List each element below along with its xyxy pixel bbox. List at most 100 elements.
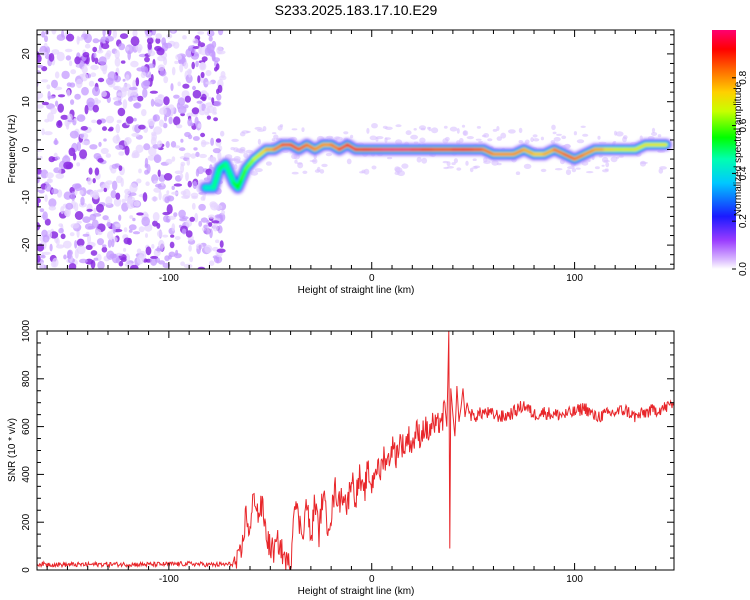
- noise-blob: [100, 147, 109, 155]
- noise-blob: [213, 204, 223, 211]
- noise-blob: [70, 99, 75, 105]
- noise-blob: [156, 47, 165, 56]
- colorbar-tick-label: 0.6: [738, 118, 749, 132]
- noise-blob: [208, 36, 213, 42]
- noise-blob: [144, 56, 150, 63]
- spectrogram-y-axis-label: Frequency (Hz): [7, 115, 18, 184]
- noise-blob: [106, 222, 112, 227]
- noise-blob: [195, 60, 199, 68]
- noise-blob: [200, 62, 206, 70]
- noise-blob: [219, 240, 224, 248]
- colorbar-tick-label: 0.8: [738, 70, 749, 84]
- noise-blob: [111, 238, 115, 248]
- noise-blob: [81, 65, 88, 74]
- noise-blob: [37, 92, 44, 99]
- noise-blob: [195, 168, 200, 177]
- noise-blob: [37, 255, 41, 263]
- noise-blob: [145, 181, 150, 186]
- noise-blob: [532, 138, 540, 142]
- noise-blob: [101, 43, 110, 50]
- noise-blob: [133, 151, 140, 158]
- noise-blob: [208, 222, 213, 227]
- noise-blob: [66, 33, 75, 42]
- noise-blob: [42, 234, 50, 243]
- noise-blob: [85, 244, 93, 250]
- noise-blob: [82, 51, 90, 58]
- noise-blob: [147, 63, 155, 69]
- noise-blob: [192, 180, 198, 190]
- noise-blob: [113, 228, 123, 233]
- noise-blob: [67, 113, 73, 121]
- noise-blob: [185, 219, 193, 227]
- noise-blob: [76, 114, 86, 122]
- noise-blob: [456, 127, 460, 134]
- noise-blob: [216, 46, 223, 55]
- noise-blob: [421, 157, 428, 164]
- noise-blob: [640, 161, 648, 165]
- noise-blob: [215, 239, 220, 244]
- noise-blob: [180, 161, 186, 167]
- noise-blob: [102, 64, 107, 75]
- noise-blob: [220, 130, 225, 137]
- noise-blob: [410, 134, 418, 140]
- chart-title: S233.2025.183.17.10.E29: [275, 2, 438, 18]
- noise-blob: [90, 64, 99, 71]
- noise-blob: [206, 30, 215, 37]
- noise-blob: [54, 156, 61, 161]
- noise-blob: [37, 243, 45, 252]
- noise-blob: [212, 106, 217, 114]
- noise-blob: [192, 38, 199, 45]
- noise-blob: [82, 233, 90, 237]
- noise-blob: [128, 96, 133, 102]
- x-tick-label: 100: [566, 273, 583, 284]
- noise-blob: [456, 167, 462, 171]
- noise-blob: [523, 163, 532, 169]
- noise-blob: [211, 51, 216, 60]
- noise-blob: [174, 170, 183, 175]
- noise-blob: [191, 107, 200, 115]
- noise-blob: [129, 183, 138, 193]
- noise-blob: [159, 69, 167, 77]
- track-segment: [562, 152, 577, 161]
- noise-blob: [530, 137, 534, 143]
- noise-blob: [124, 145, 130, 156]
- noise-blob: [363, 168, 370, 175]
- y-tick-label: 800: [21, 370, 32, 387]
- noise-blob: [61, 70, 70, 80]
- noise-blob: [65, 202, 74, 210]
- spectrogram-x-axis-label: Height of straight line (km): [298, 285, 415, 296]
- noise-blob: [170, 83, 174, 92]
- noise-blob: [117, 107, 126, 117]
- snr-frame: [36, 330, 675, 571]
- noise-blob: [163, 115, 168, 122]
- noise-blob: [213, 117, 219, 122]
- noise-blob: [585, 171, 594, 174]
- noise-blob: [95, 229, 102, 235]
- noise-blob: [107, 231, 114, 240]
- noise-blob: [297, 162, 304, 169]
- noise-blob: [199, 153, 207, 159]
- noise-blob: [90, 250, 98, 256]
- noise-blob: [553, 137, 561, 142]
- noise-blob: [181, 195, 190, 199]
- noise-blob: [209, 228, 213, 239]
- noise-blob: [525, 139, 530, 144]
- noise-blob: [451, 162, 456, 166]
- noise-blob: [97, 49, 104, 54]
- noise-blob: [136, 67, 145, 72]
- noise-blob: [143, 213, 149, 218]
- noise-blob: [492, 128, 498, 132]
- noise-blob: [115, 252, 123, 256]
- noise-blob: [428, 126, 432, 132]
- noise-blob: [185, 171, 189, 182]
- noise-blob: [221, 210, 226, 215]
- noise-blob: [112, 224, 116, 234]
- noise-blob: [443, 125, 448, 129]
- noise-blob: [200, 132, 206, 138]
- snr-y-axis-label: SNR (10 * v/v): [7, 418, 18, 482]
- y-tick-label: 0: [21, 567, 32, 573]
- noise-blob: [207, 214, 216, 219]
- noise-blob: [76, 35, 80, 45]
- noise-blob: [176, 124, 183, 129]
- noise-blob: [90, 72, 97, 77]
